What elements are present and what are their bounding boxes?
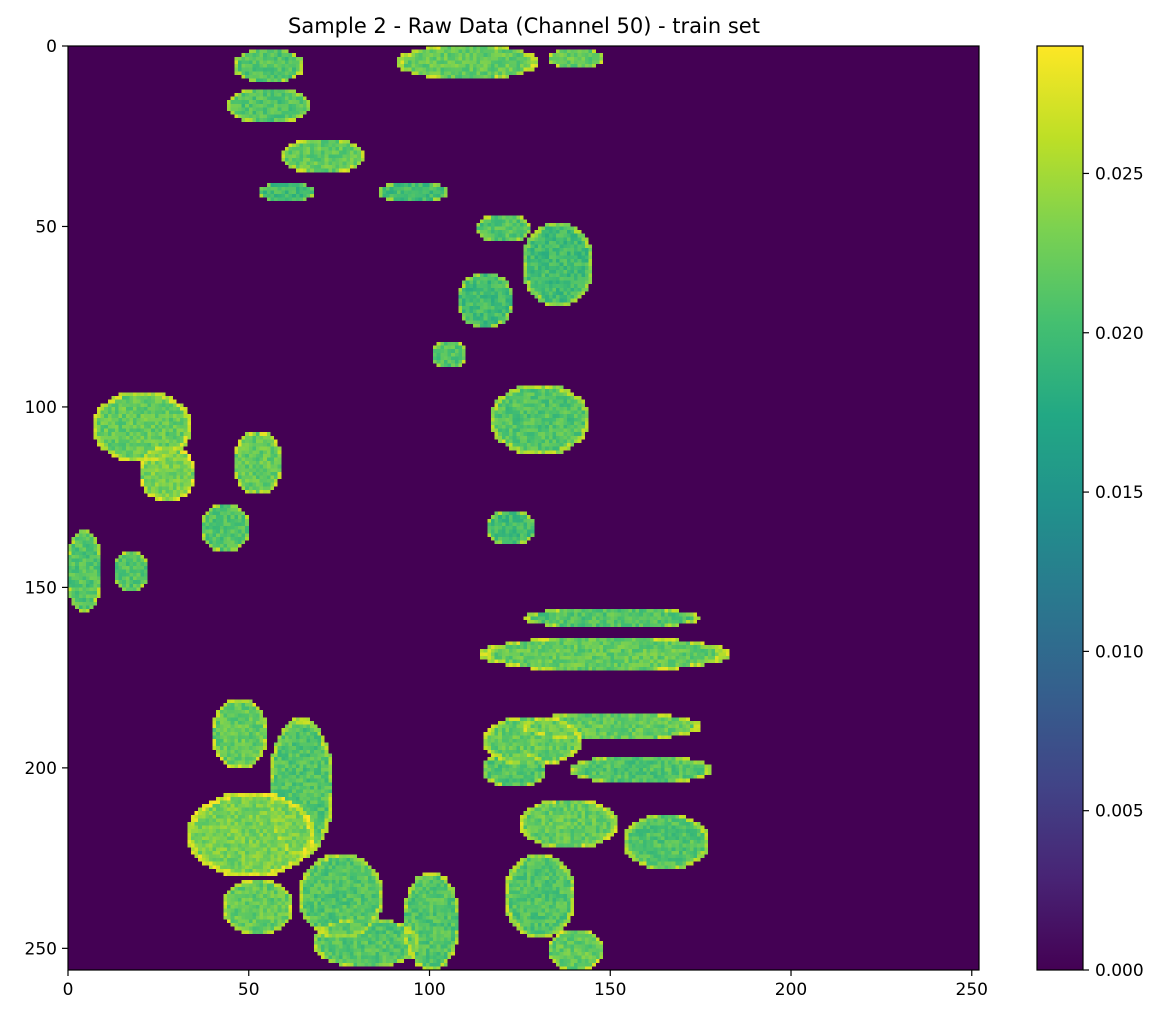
x-tick-label: 0 [63,980,74,1000]
plot-frame [67,45,980,971]
y-tick-label: 250 [25,939,57,959]
chart-title: Sample 2 - Raw Data (Channel 50) - train… [288,14,760,38]
y-tick-label: 0 [46,37,57,57]
colorbar-tick-label: 0.005 [1095,802,1144,822]
y-tick-label: 200 [25,759,57,779]
colorbar [1036,45,1084,971]
colorbar-ticks: 0.000 0.005 0.010 0.015 0.020 0.025 [1083,164,1144,981]
colorbar-tick-label: 0.020 [1095,324,1144,344]
x-axis-ticks: 0 50 100 150 200 250 [63,970,988,1000]
x-tick-label: 100 [413,980,445,1000]
x-tick-label: 200 [775,980,807,1000]
y-tick-label: 100 [25,398,57,418]
colorbar-tick-label: 0.000 [1095,961,1144,981]
y-tick-label: 50 [35,217,57,237]
colorbar-tick-label: 0.010 [1095,642,1144,662]
x-tick-label: 250 [956,980,988,1000]
colorbar-tick-label: 0.025 [1095,164,1144,184]
x-tick-label: 50 [238,980,260,1000]
y-tick-label: 150 [25,578,57,598]
y-axis-ticks: 0 50 100 150 200 250 [25,37,68,959]
colorbar-tick-label: 0.015 [1095,483,1144,503]
x-tick-label: 150 [594,980,626,1000]
heatmap-image [68,46,979,970]
